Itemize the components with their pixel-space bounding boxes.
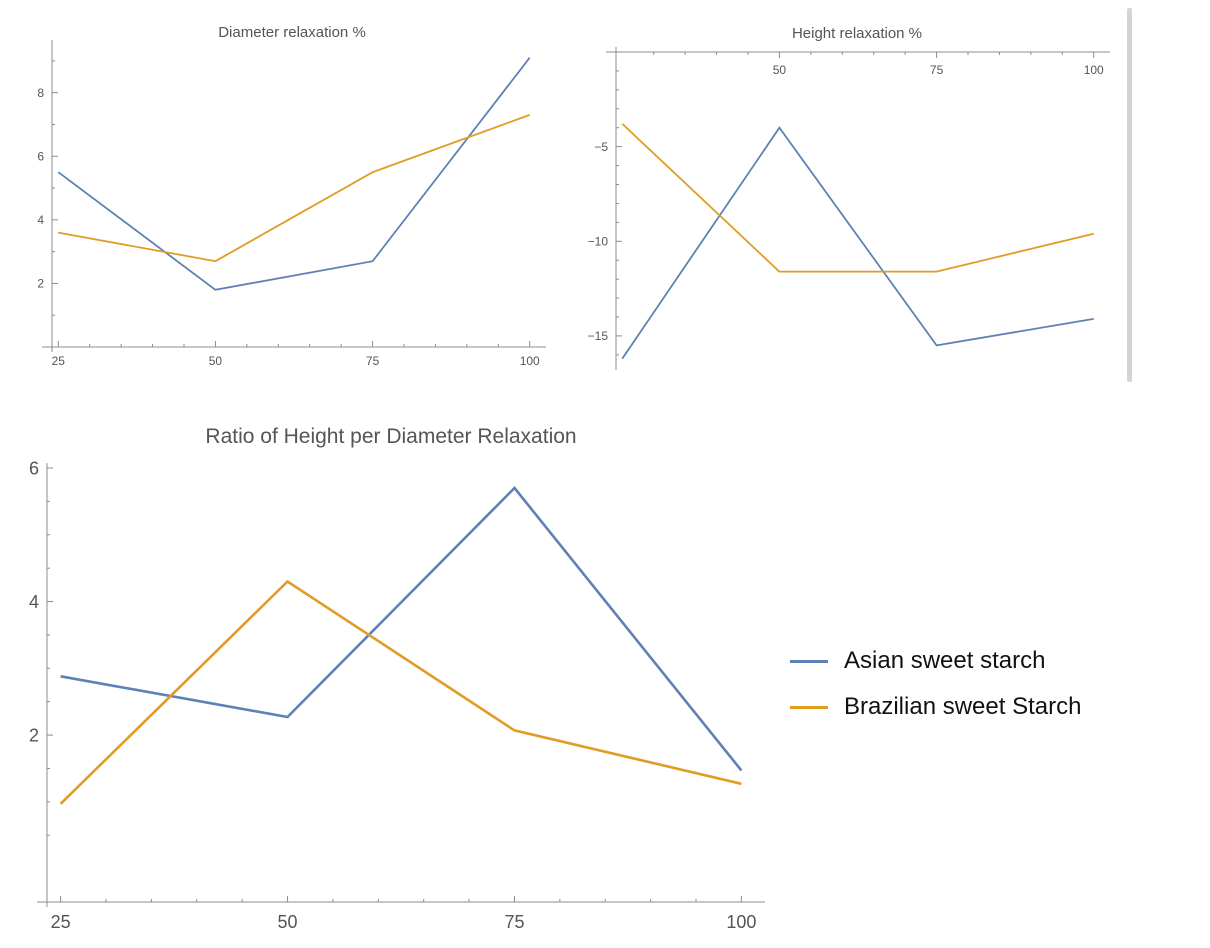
legend-swatch-asian (790, 659, 828, 663)
y-tick-label: 6 (29, 458, 39, 478)
legend-item-asian: Asian sweet starch (790, 638, 1081, 684)
x-tick-label: 50 (773, 63, 787, 77)
series-line-brazilian (58, 114, 531, 263)
y-tick-label: 6 (37, 149, 44, 163)
x-tick-label: 100 (726, 912, 756, 932)
chart-title: Height relaxation % (792, 25, 922, 42)
legend-item-brazilian: Brazilian sweet Starch (790, 684, 1081, 730)
series-line-brazilian (59, 579, 742, 805)
x-tick-label: 75 (930, 63, 944, 77)
series-line-asian (621, 126, 1094, 360)
y-tick-label: −10 (588, 234, 609, 248)
legend-label-brazilian: Brazilian sweet Starch (844, 693, 1082, 720)
x-tick-label: 75 (366, 354, 380, 368)
y-tick-label: 4 (37, 213, 44, 227)
y-tick-label: 8 (37, 86, 44, 100)
diameter-relaxation-chart: Diameter relaxation % 2 4 6 8 25 50 75 100 (37, 24, 546, 368)
y-tick-label: 2 (29, 725, 39, 745)
x-tick-label: 100 (520, 354, 540, 368)
x-tick-label: 75 (504, 912, 524, 932)
series-line-asian (57, 57, 531, 291)
legend-swatch-brazilian (790, 705, 828, 709)
y-tick-label: −15 (588, 329, 609, 343)
scrollbar[interactable] (1127, 8, 1132, 382)
x-tick-label: 25 (51, 912, 71, 932)
y-tick-label: −5 (594, 140, 608, 154)
ratio-chart: Ratio of Height per Diameter Relaxation 2… (29, 425, 765, 932)
x-tick-label: 50 (209, 354, 223, 368)
x-tick-label: 50 (278, 912, 298, 932)
y-tick-label: 2 (37, 277, 44, 291)
y-tick-label: 4 (29, 592, 39, 612)
series-line-brazilian (621, 123, 1094, 273)
legend-label-asian: Asian sweet starch (844, 647, 1046, 674)
legend: Asian sweet starch Brazilian sweet Starc… (790, 638, 1081, 730)
chart-title: Diameter relaxation % (218, 24, 366, 41)
chart-title: Ratio of Height per Diameter Relaxation (205, 425, 576, 448)
x-tick-label: 25 (52, 354, 66, 368)
x-tick-label: 100 (1084, 63, 1104, 77)
series-line-asian (60, 486, 743, 772)
height-relaxation-chart: Height relaxation % −5 −10 −15 50 75 100 (588, 25, 1110, 370)
